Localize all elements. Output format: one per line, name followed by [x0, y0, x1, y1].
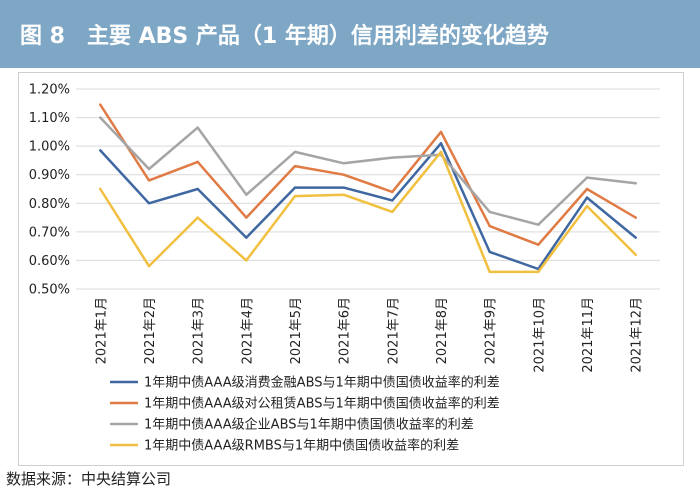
data-point	[196, 187, 199, 191]
data-point	[99, 149, 102, 152]
data-point	[293, 186, 297, 189]
data-point	[391, 210, 394, 214]
y-tick-label: 1.20%	[29, 83, 70, 98]
data-point	[342, 162, 345, 165]
data-point	[537, 270, 540, 274]
legend-label: 1年期中债AAA级企业ABS与1年期中债国债收益率的利差	[144, 417, 474, 433]
data-point	[245, 216, 248, 219]
title-bar: 图 8 主要 ABS 产品（1 年期）信用利差的变化趋势	[0, 0, 700, 68]
data-source-note: 数据来源：中央结算公司	[6, 470, 172, 488]
data-point	[488, 224, 491, 228]
data-point	[99, 187, 102, 191]
figure-title: 图 8 主要 ABS 产品（1 年期）信用利差的变化趋势	[20, 24, 549, 49]
y-tick-label: 0.80%	[29, 197, 70, 212]
data-point	[488, 250, 491, 254]
x-tick-label: 2021年11月	[581, 297, 596, 373]
data-point	[293, 150, 297, 154]
series-line-2	[99, 103, 637, 246]
data-point	[488, 210, 491, 214]
data-point	[196, 126, 199, 129]
data-point	[245, 236, 248, 239]
data-point	[439, 142, 443, 145]
y-tick-label: 1.10%	[29, 111, 70, 126]
data-point	[245, 259, 248, 262]
data-point	[245, 193, 248, 196]
data-point	[342, 186, 345, 189]
data-point	[391, 199, 394, 202]
data-point	[439, 130, 443, 134]
data-point	[634, 253, 637, 256]
data-point	[147, 179, 151, 182]
series-line-1	[99, 142, 637, 271]
data-point	[585, 196, 589, 199]
data-point	[634, 216, 637, 219]
x-tick-label: 2021年2月	[143, 297, 158, 364]
y-tick-label: 0.90%	[29, 168, 70, 183]
x-tick-label: 2021年1月	[94, 297, 109, 364]
x-tick-label: 2021年8月	[435, 297, 450, 364]
y-tick-label: 0.70%	[29, 225, 70, 240]
data-point	[147, 202, 151, 205]
data-point	[585, 187, 589, 191]
data-point	[99, 103, 102, 106]
data-point	[585, 204, 589, 208]
data-point	[488, 270, 491, 274]
data-point	[99, 116, 102, 119]
chart-frame	[18, 72, 684, 466]
y-tick-label: 1.00%	[29, 140, 70, 155]
x-tick-label: 2021年6月	[338, 297, 353, 364]
data-point	[391, 190, 394, 194]
legend-label: 1年期中债AAA级对公租赁ABS与1年期中债国债收益率的利差	[144, 396, 500, 412]
data-point	[293, 164, 297, 168]
series-line-4	[99, 150, 637, 274]
legend-label: 1年期中债AAA级RMBS与1年期中债国债收益率的利差	[144, 438, 459, 454]
data-point	[196, 216, 199, 219]
x-tick-label: 2021年3月	[192, 297, 207, 364]
data-point	[147, 167, 151, 171]
data-point	[293, 194, 297, 198]
x-tick-label: 2021年5月	[289, 297, 304, 364]
data-point	[634, 236, 637, 239]
y-tick-label: 0.60%	[29, 254, 70, 269]
data-point	[585, 176, 589, 179]
x-tick-label: 2021年9月	[484, 297, 499, 364]
x-tick-label: 2021年10月	[532, 297, 547, 373]
data-point	[342, 173, 345, 176]
x-tick-label: 2021年4月	[240, 297, 255, 364]
x-tick-label: 2021年7月	[386, 297, 401, 364]
data-point	[537, 223, 540, 226]
data-point	[634, 182, 637, 185]
data-point	[147, 264, 151, 268]
y-tick-label: 0.50%	[29, 283, 70, 298]
legend-label: 1年期中债AAA级消费金融ABS与1年期中债国债收益率的利差	[144, 375, 500, 391]
data-point	[537, 243, 540, 246]
data-point	[196, 160, 199, 164]
series-line-3	[99, 116, 637, 226]
x-tick-label: 2021年12月	[630, 297, 645, 373]
data-point	[391, 156, 394, 159]
data-point	[342, 193, 345, 196]
data-point	[439, 150, 443, 154]
